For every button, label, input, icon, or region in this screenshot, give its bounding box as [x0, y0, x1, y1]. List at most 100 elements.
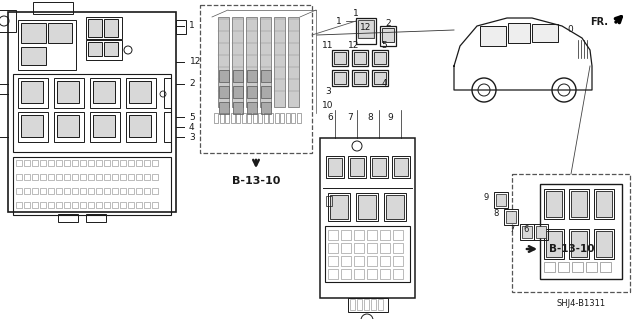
Bar [392, 156, 410, 178]
Bar [572, 262, 583, 272]
Bar [571, 231, 587, 257]
Bar [126, 78, 156, 108]
Bar [247, 70, 257, 82]
Bar [380, 230, 390, 240]
Bar [64, 188, 70, 194]
Bar [532, 24, 558, 42]
Bar [104, 19, 118, 37]
Bar [40, 160, 46, 166]
Bar [136, 202, 142, 208]
Bar [296, 113, 301, 123]
Bar [120, 174, 126, 180]
Bar [104, 42, 118, 56]
Bar [326, 156, 344, 178]
Bar [112, 188, 118, 194]
Bar [596, 191, 612, 217]
Bar [8, 12, 176, 212]
Bar [176, 20, 186, 34]
Bar [378, 299, 383, 310]
Bar [96, 174, 102, 180]
Bar [128, 202, 134, 208]
Bar [126, 112, 156, 142]
Bar [214, 113, 218, 123]
Bar [86, 17, 122, 39]
Bar [380, 26, 396, 46]
Bar [367, 269, 377, 279]
Bar [328, 158, 342, 176]
Bar [88, 160, 94, 166]
Bar [58, 214, 78, 222]
Bar [129, 81, 151, 103]
Bar [40, 174, 46, 180]
Bar [569, 229, 589, 259]
Text: 9: 9 [387, 114, 393, 122]
Bar [288, 17, 299, 107]
Bar [86, 214, 106, 222]
Bar [341, 243, 351, 253]
Bar [0, 10, 16, 32]
Bar [269, 113, 273, 123]
Bar [274, 17, 285, 107]
Bar [546, 231, 562, 257]
Bar [104, 188, 110, 194]
Bar [136, 188, 142, 194]
Bar [21, 23, 46, 43]
Bar [93, 115, 115, 137]
Bar [328, 256, 338, 266]
Bar [80, 160, 86, 166]
Bar [334, 52, 346, 64]
Bar [261, 70, 271, 82]
Bar [386, 195, 404, 219]
Text: 2: 2 [385, 19, 391, 27]
Bar [40, 188, 46, 194]
Bar [24, 188, 30, 194]
Bar [164, 112, 171, 142]
Bar [32, 174, 38, 180]
Bar [350, 299, 355, 310]
Bar [393, 243, 403, 253]
Bar [88, 202, 94, 208]
Bar [220, 113, 223, 123]
Bar [233, 102, 243, 114]
Bar [328, 230, 338, 240]
Bar [33, 2, 73, 14]
Bar [394, 158, 408, 176]
Bar [16, 188, 22, 194]
Bar [247, 113, 251, 123]
Bar [72, 188, 78, 194]
Bar [374, 52, 386, 64]
Bar [120, 202, 126, 208]
Bar [219, 102, 229, 114]
Bar [341, 230, 351, 240]
Bar [506, 211, 516, 223]
Text: 7: 7 [347, 114, 353, 122]
Bar [280, 113, 284, 123]
Bar [120, 160, 126, 166]
Bar [354, 256, 364, 266]
Bar [64, 202, 70, 208]
Bar [372, 158, 386, 176]
Bar [393, 269, 403, 279]
Bar [264, 113, 268, 123]
Bar [21, 47, 46, 65]
Bar [352, 50, 368, 66]
Bar [104, 160, 110, 166]
Bar [24, 174, 30, 180]
Bar [54, 78, 84, 108]
Bar [348, 156, 366, 178]
Bar [569, 189, 589, 219]
Bar [218, 17, 229, 107]
Bar [358, 20, 374, 38]
Bar [54, 112, 84, 142]
Bar [260, 17, 271, 107]
Text: 4: 4 [189, 122, 195, 131]
Bar [48, 23, 72, 43]
Bar [128, 188, 134, 194]
Bar [393, 230, 403, 240]
Bar [230, 113, 234, 123]
Bar [56, 174, 62, 180]
Bar [246, 17, 257, 107]
Bar [21, 81, 43, 103]
Text: 8: 8 [367, 114, 373, 122]
Bar [352, 70, 368, 86]
